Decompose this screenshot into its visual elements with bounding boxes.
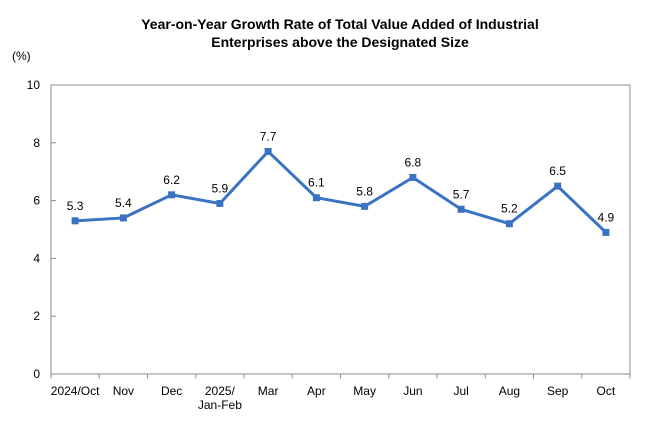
data-point-marker [505, 220, 513, 228]
x-tick-label: Mar [258, 384, 279, 398]
data-label: 5.9 [212, 181, 229, 195]
x-tick-label: Jun [403, 384, 422, 398]
x-tick-label: May [353, 384, 376, 398]
y-axis-unit-label: (%) [12, 49, 31, 63]
data-point-marker [457, 205, 465, 213]
x-tick-label: Jul [453, 384, 468, 398]
chart-title-line1: Year-on-Year Growth Rate of Total Value … [141, 16, 539, 32]
data-label: 6.1 [308, 176, 325, 190]
x-tick-label: Nov [113, 384, 134, 398]
x-tick-label: 2024/Oct [51, 384, 100, 398]
data-label: 7.7 [260, 129, 277, 143]
x-tick-label: Dec [161, 384, 182, 398]
chart-title: Year-on-Year Growth Rate of Total Value … [36, 15, 644, 52]
data-point-marker [409, 173, 417, 181]
data-label: 6.2 [163, 173, 180, 187]
x-tick-label: Aug [499, 384, 520, 398]
x-tick-label: Apr [307, 384, 326, 398]
data-point-marker [119, 214, 127, 222]
data-label: 6.8 [405, 155, 422, 169]
y-tick-label: 0 [33, 367, 40, 381]
data-point-marker [361, 202, 369, 210]
y-tick-label: 2 [33, 309, 40, 323]
data-label: 4.9 [598, 210, 615, 224]
plot-border [50, 84, 631, 375]
data-label: 5.8 [356, 184, 373, 198]
data-label: 5.7 [453, 187, 470, 201]
data-point-marker [554, 182, 562, 190]
x-tick-label: Sep [547, 384, 569, 398]
y-tick-label: 10 [27, 78, 41, 92]
data-label: 5.2 [501, 202, 518, 216]
y-tick-label: 4 [33, 251, 40, 265]
x-tick-label: 2025/ [205, 384, 236, 398]
x-tick-label: Jan-Feb [198, 398, 242, 412]
x-tick-label: Oct [597, 384, 616, 398]
y-tick-label: 8 [33, 136, 40, 150]
chart-title-line2: Enterprises above the Designated Size [211, 34, 469, 51]
data-label: 6.5 [549, 164, 566, 178]
data-point-marker [312, 194, 320, 202]
data-label: 5.4 [115, 196, 132, 210]
data-point-marker [216, 199, 224, 207]
data-point-marker [71, 217, 79, 225]
data-line [75, 149, 607, 234]
y-tick-label: 6 [33, 194, 40, 208]
data-point-marker [602, 228, 610, 236]
data-point-marker [264, 147, 272, 155]
data-point-marker [168, 191, 176, 199]
data-label: 5.3 [67, 199, 84, 213]
